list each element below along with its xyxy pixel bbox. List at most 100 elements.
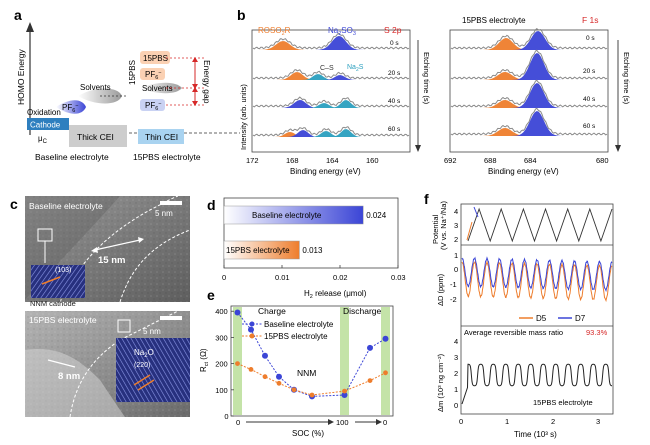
e-point-0-7 [367, 344, 373, 351]
f-potential-trace [467, 207, 613, 243]
e-point-1-7 [367, 378, 373, 383]
b-y-label: Intensity (arb. units) [239, 84, 248, 150]
tem-bottom-inset [116, 338, 190, 402]
panel-b: b Intensity (arb. units) ROSO2R Na2SO3 S… [237, 7, 631, 176]
b-left-xtick-168: 168 [286, 156, 299, 165]
b-right-xtick-680: 680 [596, 156, 609, 165]
f-electrolyte-label: 15PBS electrolyte [533, 398, 593, 407]
d-xtick-2: 0.02 [333, 273, 348, 282]
e-point-0-6 [341, 392, 348, 398]
tem-top-thickness: 15 nm [98, 255, 125, 266]
b-left-x-label: Binding energy (eV) [290, 167, 361, 176]
e-band-end [381, 307, 390, 415]
solvents-label-baseline: Solvents [80, 83, 111, 92]
f-d7-trace [461, 256, 613, 293]
panel-d: d Baseline electrolyte 0.024 15PBS electro… [207, 197, 406, 300]
xps-envelope [252, 96, 410, 108]
xps-peak [253, 132, 409, 137]
e-point-1-1 [248, 367, 254, 372]
e-point-1-5 [309, 392, 315, 398]
b-right-time-0: 0 s [586, 35, 595, 42]
f-dd-tick-0: 0 [454, 265, 458, 274]
panel-letter-b: b [237, 7, 246, 23]
a-y-label: HOMO Energy [16, 49, 26, 105]
f-dd-tick-m2: -2 [450, 295, 457, 304]
f-dm-label: Δm (10³ ng cm⁻²) [436, 353, 445, 412]
f-pot-tick-3: 3 [454, 221, 458, 230]
xps-peak [253, 103, 409, 108]
f-xtick-0: 0 [459, 417, 463, 426]
xps-envelope [450, 107, 608, 136]
f-dm-tick-3: 3 [454, 353, 458, 362]
xps-peak [451, 111, 607, 136]
e-point-0-8 [382, 335, 389, 342]
cathode-box [27, 118, 69, 130]
b-right-xtick-688: 688 [484, 156, 497, 165]
f-mass-trace [461, 363, 612, 405]
e-point-0-0 [234, 309, 241, 316]
xps-envelope [252, 69, 410, 80]
d-bar-label-1: 15PBS electrolyte [226, 246, 290, 255]
solvents-label-pbs: Solvents [142, 84, 173, 93]
b-right-time-20: 20 s [583, 68, 596, 75]
xps-peak [451, 83, 607, 108]
d-xtick-1: 0.01 [275, 273, 290, 282]
f-dm-tick-1: 1 [454, 385, 458, 394]
pbs-vertical-label: 15PBS [128, 60, 137, 85]
b-right-electrolyte: 15PBS electrolyte [462, 16, 526, 25]
xps-peak [451, 53, 607, 80]
panel-e: e Charge Discharge NNM Baseline electrol… [199, 287, 394, 438]
pf6-label-pbs-low: PF6− [145, 101, 162, 112]
xps-peak [253, 75, 409, 80]
tem-bottom-label: 15PBS electrolyte [29, 315, 97, 325]
f-legend-d5: D5 [536, 314, 547, 323]
f-d5-trace [461, 260, 613, 303]
xps-envelope [252, 32, 410, 50]
b-left-time-60: 60 s [388, 126, 401, 133]
f-pot-label: Potential [431, 214, 440, 244]
d-xtick-0: 0 [222, 273, 226, 282]
d-value-label-0: 0.024 [366, 211, 387, 220]
e-discharge-label: Discharge [343, 306, 382, 316]
f-xtick-3: 3 [596, 417, 600, 426]
e-ytick-200: 200 [215, 360, 228, 369]
xps-peak [253, 72, 409, 80]
cs-label: C–S [320, 65, 334, 72]
f-legend-d7: D7 [575, 314, 586, 323]
e-y-label: Rct (Ω) [199, 348, 210, 372]
b-right-time-40: 40 s [583, 96, 596, 103]
xps-peak [253, 100, 409, 108]
pf6-box-pbs-low [140, 99, 165, 111]
tem-top-cathode: NNM cathode [30, 299, 76, 308]
b-right-etch-label: Etching time (s) [622, 52, 631, 105]
f-x-label: Time (10³ s) [514, 430, 557, 439]
tem-top-label: Baseline electrolyte [29, 201, 103, 211]
s2p-title: S 2p [384, 25, 402, 35]
e-xtick-100: 100 [336, 418, 349, 427]
e-ytick-0: 0 [224, 412, 228, 421]
e-nnm-label: NNM [297, 368, 316, 378]
cathode-label: Cathode [30, 121, 61, 130]
xps-envelope [252, 126, 410, 137]
tem-bottom-scale: 5 nm [143, 327, 161, 336]
tem-top-scale: 5 nm [155, 209, 173, 218]
e-xtick-0b: 0 [383, 418, 387, 427]
b-left-time-20: 20 s [388, 70, 401, 77]
pbs-label: 15PBS [143, 54, 168, 63]
f-ratio-value: 93.3% [586, 328, 608, 337]
xps-peak [253, 131, 409, 137]
e-x-label: SOC (%) [292, 429, 324, 438]
d-value-label-1: 0.013 [302, 246, 323, 255]
d-bar-0 [223, 205, 364, 225]
e-point-1-8 [383, 370, 388, 376]
thin-cei-label: Thin CEI [145, 132, 178, 142]
tem-bottom-thickness: 8 nm [58, 371, 80, 382]
panel-letter-f: f [424, 191, 429, 207]
solvents-shape-pbs [140, 82, 182, 94]
f-pot-tick-4: 4 [454, 207, 458, 216]
panel-letter-e: e [207, 287, 215, 303]
b-right-xtick-692: 692 [444, 156, 457, 165]
e-point-1-6 [342, 388, 347, 394]
e-point-0-3 [276, 373, 282, 380]
